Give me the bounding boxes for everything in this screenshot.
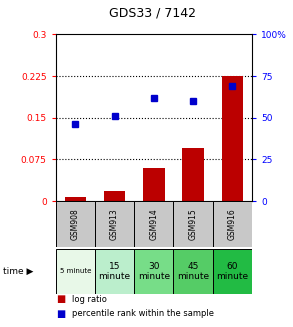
FancyBboxPatch shape [95, 249, 134, 294]
Text: ■: ■ [56, 294, 65, 304]
FancyBboxPatch shape [56, 201, 95, 247]
FancyBboxPatch shape [95, 201, 134, 247]
Text: GSM916: GSM916 [228, 208, 237, 240]
Text: GSM913: GSM913 [110, 208, 119, 240]
Text: 60
minute: 60 minute [216, 262, 248, 281]
Bar [182, 148, 204, 201]
Text: ■: ■ [56, 309, 65, 319]
FancyBboxPatch shape [134, 201, 173, 247]
Bar [64, 197, 86, 201]
Text: GSM908: GSM908 [71, 208, 80, 240]
Text: GDS33 / 7142: GDS33 / 7142 [109, 7, 196, 20]
FancyBboxPatch shape [213, 249, 252, 294]
FancyBboxPatch shape [213, 201, 252, 247]
Bar [104, 191, 125, 201]
FancyBboxPatch shape [173, 249, 213, 294]
Text: log ratio: log ratio [72, 295, 107, 304]
Text: time ▶: time ▶ [3, 267, 33, 276]
Bar [222, 76, 243, 201]
Text: GSM914: GSM914 [149, 208, 158, 240]
FancyBboxPatch shape [134, 249, 173, 294]
FancyBboxPatch shape [56, 249, 95, 294]
Text: 45
minute: 45 minute [177, 262, 209, 281]
Bar [143, 168, 165, 201]
Text: 5 minute: 5 minute [59, 268, 91, 274]
Text: 15
minute: 15 minute [98, 262, 131, 281]
Text: GSM915: GSM915 [189, 208, 197, 240]
FancyBboxPatch shape [173, 201, 213, 247]
Text: percentile rank within the sample: percentile rank within the sample [72, 309, 214, 318]
Text: 30
minute: 30 minute [138, 262, 170, 281]
